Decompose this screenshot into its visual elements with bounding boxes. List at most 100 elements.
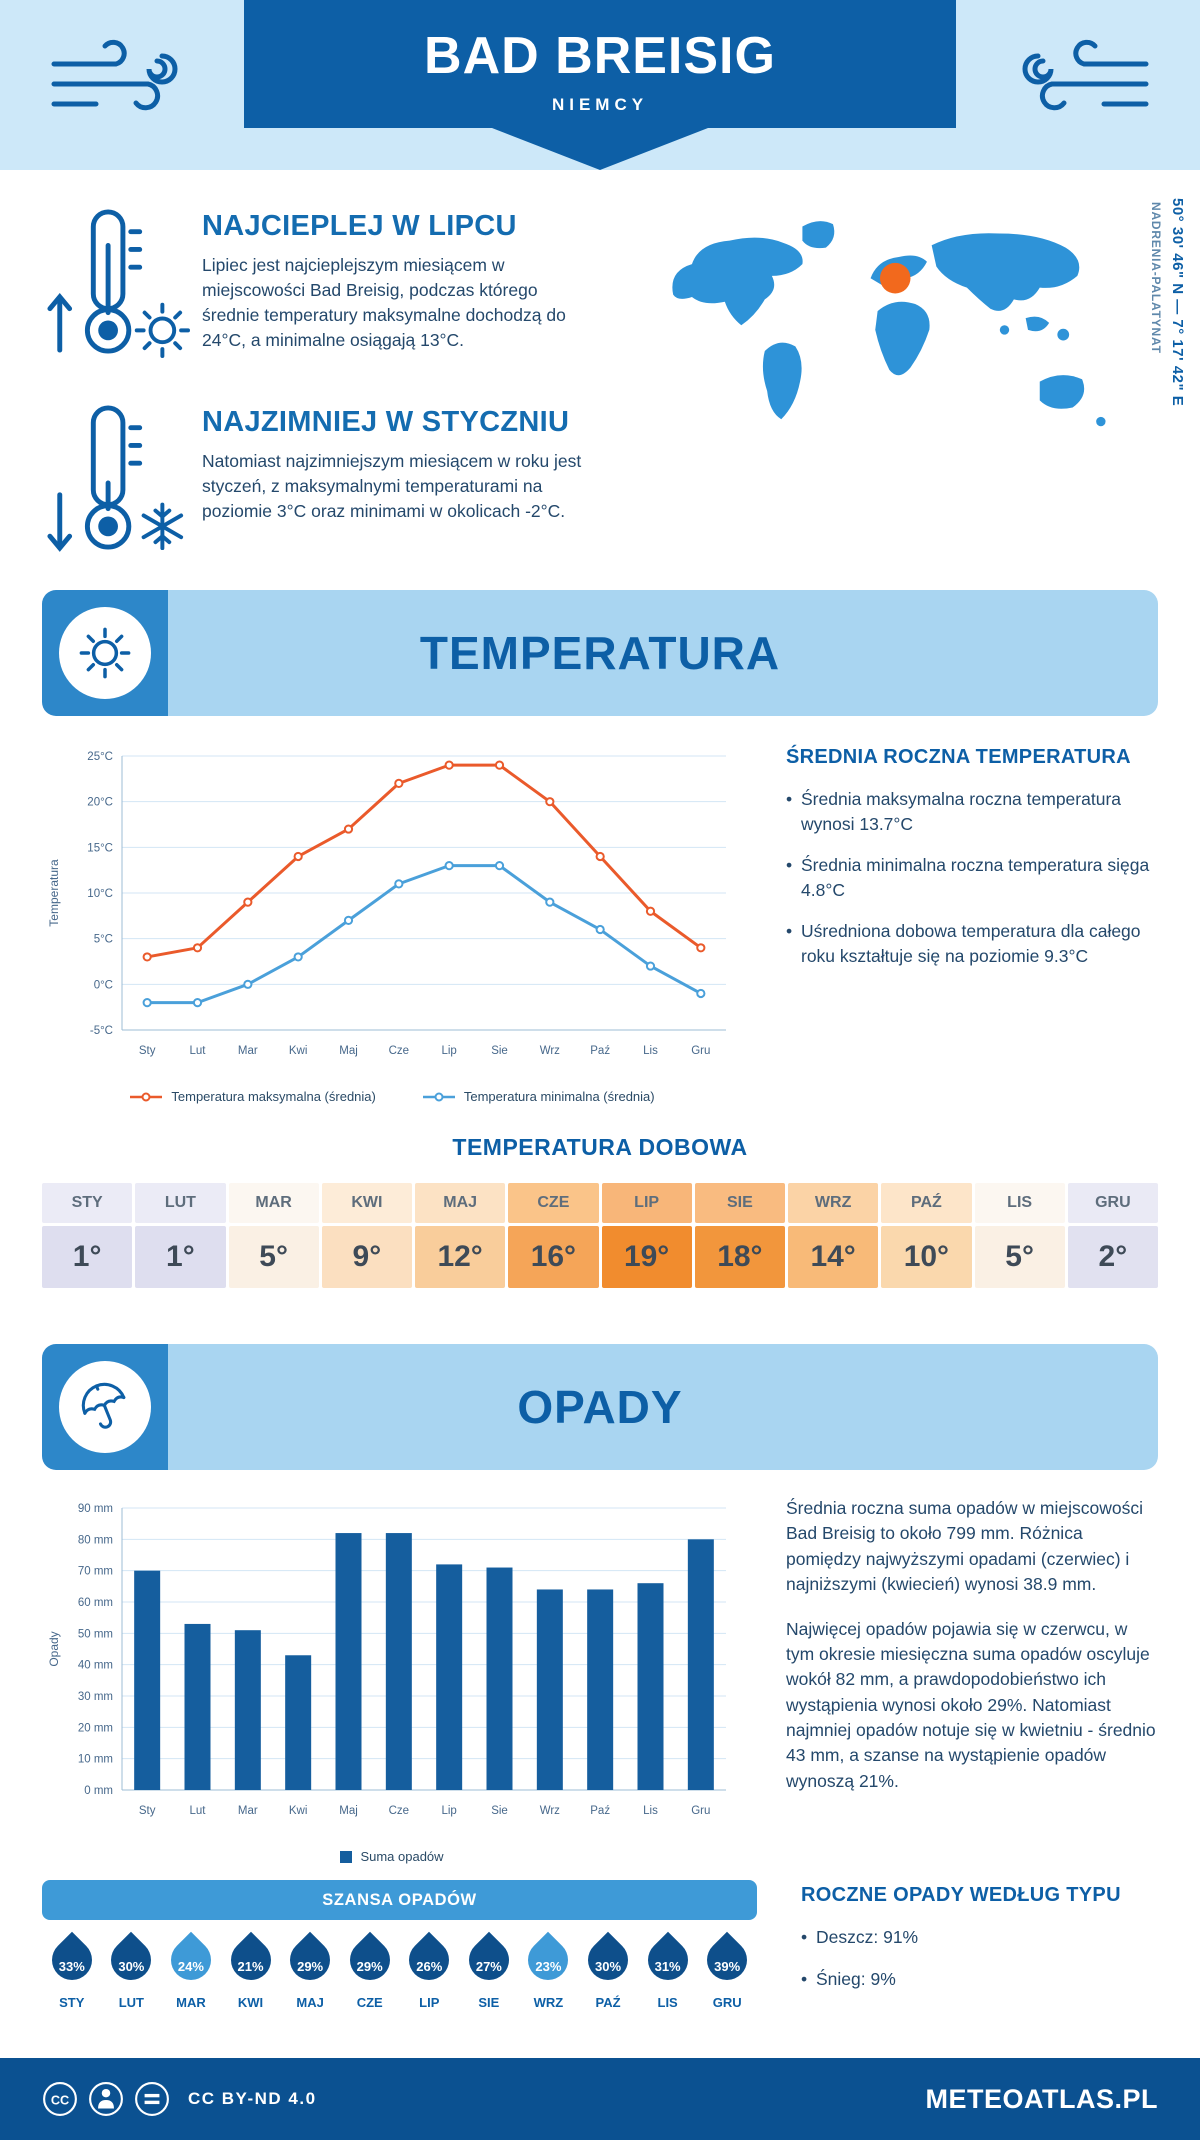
daily-temp-column: MAJ 12° bbox=[415, 1183, 506, 1288]
daily-temp-column: LIP 19° bbox=[601, 1183, 692, 1288]
license-icons: CC bbox=[42, 2081, 170, 2117]
svg-text:Wrz: Wrz bbox=[540, 1805, 560, 1817]
rain-chance-item: 21% KWI bbox=[221, 1930, 281, 2010]
daily-temp-value: 10° bbox=[881, 1226, 972, 1288]
temperature-bullet: Uśredniona dobowa temperatura dla całego… bbox=[786, 919, 1158, 968]
legend-entry: Temperatura maksymalna (średnia) bbox=[129, 1089, 376, 1104]
snowflake-icon bbox=[141, 502, 184, 551]
precipitation-type-block: ROCZNE OPADY WEDŁUG TYPU Deszcz: 91% Śni… bbox=[757, 1880, 1158, 2008]
daily-temp-month: STY bbox=[42, 1183, 133, 1223]
svg-text:30 mm: 30 mm bbox=[78, 1691, 113, 1703]
svg-text:60 mm: 60 mm bbox=[78, 1597, 113, 1609]
rain-chance-item: 31% LIS bbox=[638, 1930, 698, 2010]
daily-temp-month: MAR bbox=[228, 1183, 319, 1223]
daily-temp-column: SIE 18° bbox=[694, 1183, 785, 1288]
svg-text:25°C: 25°C bbox=[87, 751, 113, 763]
coldest-month-text: Natomiast najzimniejszym miesiącem w rok… bbox=[202, 451, 582, 521]
sun-icon bbox=[134, 302, 190, 358]
svg-text:Lip: Lip bbox=[441, 1045, 456, 1057]
rain-chance-month: LUT bbox=[118, 1995, 144, 2010]
svg-text:20 mm: 20 mm bbox=[78, 1722, 113, 1734]
world-map bbox=[652, 194, 1122, 494]
rain-chance-value: 21% bbox=[237, 1959, 264, 1974]
daily-temp-value: 16° bbox=[508, 1226, 599, 1288]
precipitation-bar-chart: 0 mm 10 mm 20 mm 30 mm 40 mm 50 mm 60 mm 70 mm 8… bbox=[42, 1496, 742, 1841]
data-point bbox=[595, 851, 605, 862]
rain-chance-month: WRZ bbox=[533, 1995, 564, 2010]
precipitation-chart-area: 0 mm 10 mm 20 mm 30 mm 40 mm 50 mm 60 mm 70 mm 8… bbox=[42, 1496, 742, 1864]
temperature-line-chart: -5°C 0°C 5°C 10°C 15°C 20°C 25°C Sty Lut Mar Kwi Ma… bbox=[42, 742, 742, 1081]
daily-temp-value: 5° bbox=[228, 1226, 319, 1288]
page-title: BAD BREISIG bbox=[424, 27, 776, 85]
svg-text:Paź: Paź bbox=[590, 1045, 610, 1057]
daily-temp-column: GRU 2° bbox=[1067, 1183, 1158, 1288]
svg-text:Maj: Maj bbox=[339, 1045, 358, 1057]
svg-text:40 mm: 40 mm bbox=[78, 1660, 113, 1672]
umbrella-icon bbox=[81, 1382, 126, 1429]
bar bbox=[486, 1567, 513, 1790]
precipitation-type-bullet: Deszcz: 91% bbox=[801, 1925, 1158, 1950]
daily-temp-month: PAŹ bbox=[881, 1183, 972, 1223]
data-point bbox=[545, 797, 555, 807]
svg-text:80 mm: 80 mm bbox=[78, 1534, 113, 1546]
series-line bbox=[145, 864, 703, 1005]
rain-chance-value: 24% bbox=[177, 1959, 204, 1974]
daily-temp-value: 19° bbox=[601, 1226, 692, 1288]
precipitation-section-title: OPADY bbox=[517, 1381, 683, 1433]
svg-text:Lut: Lut bbox=[190, 1045, 207, 1057]
rain-chance-item: 26% LIP bbox=[399, 1930, 459, 2010]
rain-chance-month: MAR bbox=[176, 1995, 206, 2010]
rain-chance-month: GRU bbox=[712, 1995, 742, 2010]
svg-text:Mar: Mar bbox=[238, 1805, 258, 1817]
rain-chance-value: 30% bbox=[118, 1959, 145, 1974]
rain-chance-value: 30% bbox=[595, 1959, 622, 1974]
rain-chance-month: MAJ bbox=[296, 1995, 324, 2010]
data-point bbox=[494, 861, 505, 871]
rain-chance-value: 23% bbox=[535, 1959, 562, 1974]
bar-chart-svg: 0 mm 10 mm 20 mm 30 mm 40 mm 50 mm 60 mm 70 mm 8… bbox=[47, 1503, 726, 1817]
svg-text:Gru: Gru bbox=[691, 1805, 710, 1817]
warm-thermometer-icon bbox=[42, 204, 202, 367]
svg-text:15°C: 15°C bbox=[87, 842, 113, 854]
rain-chance-month: LIS bbox=[657, 1995, 678, 2010]
precipitation-section: 0 mm 10 mm 20 mm 30 mm 40 mm 50 mm 60 mm 70 mm 8… bbox=[0, 1496, 1200, 1864]
data-point bbox=[142, 952, 152, 962]
data-point bbox=[545, 897, 555, 907]
precipitation-paragraph: Najwięcej opadów pojawia się w czerwcu, … bbox=[786, 1618, 1156, 1791]
temperature-chart-legend: Temperatura maksymalna (średnia) Temperat… bbox=[42, 1089, 742, 1104]
data-point bbox=[192, 943, 203, 953]
warmest-month-text: Lipiec jest najcieplejszym miesiącem w m… bbox=[202, 255, 566, 350]
svg-text:Maj: Maj bbox=[339, 1805, 358, 1817]
legend-entry: Suma opadów bbox=[340, 1849, 444, 1864]
attribution-icon bbox=[89, 2082, 123, 2116]
precipitation-banner-tile bbox=[42, 1344, 168, 1470]
bar bbox=[637, 1583, 664, 1790]
daily-temp-month: LIS bbox=[974, 1183, 1065, 1223]
bar bbox=[184, 1623, 211, 1790]
rain-chance-value: 26% bbox=[416, 1959, 443, 1974]
daily-temp-column: CZE 16° bbox=[508, 1183, 599, 1288]
data-point bbox=[645, 961, 656, 971]
daily-temp-value: 2° bbox=[1067, 1226, 1158, 1288]
rain-chance-item: 30% LUT bbox=[102, 1930, 162, 2010]
daily-temp-value: 14° bbox=[788, 1226, 879, 1288]
page-subtitle: NIEMCY bbox=[551, 95, 649, 114]
svg-text:Temperatura: Temperatura bbox=[47, 859, 61, 927]
daily-temp-value: 12° bbox=[415, 1226, 506, 1288]
daily-temp-column: LUT 1° bbox=[135, 1183, 226, 1288]
data-point bbox=[696, 988, 706, 999]
svg-text:Sty: Sty bbox=[139, 1805, 156, 1817]
svg-text:50 mm: 50 mm bbox=[78, 1628, 113, 1640]
data-point bbox=[444, 861, 454, 871]
svg-text:Cze: Cze bbox=[389, 1045, 409, 1057]
data-point bbox=[494, 760, 505, 770]
data-point bbox=[444, 760, 454, 770]
series-line bbox=[145, 763, 703, 959]
data-point bbox=[645, 906, 656, 916]
rain-chance-value: 27% bbox=[475, 1959, 502, 1974]
rain-chance-month: KWI bbox=[237, 1995, 264, 2010]
brand-label: METEOATLAS.PL bbox=[925, 2083, 1158, 2114]
daily-temp-month: WRZ bbox=[788, 1183, 879, 1223]
cc-icon: CC bbox=[43, 2082, 77, 2116]
